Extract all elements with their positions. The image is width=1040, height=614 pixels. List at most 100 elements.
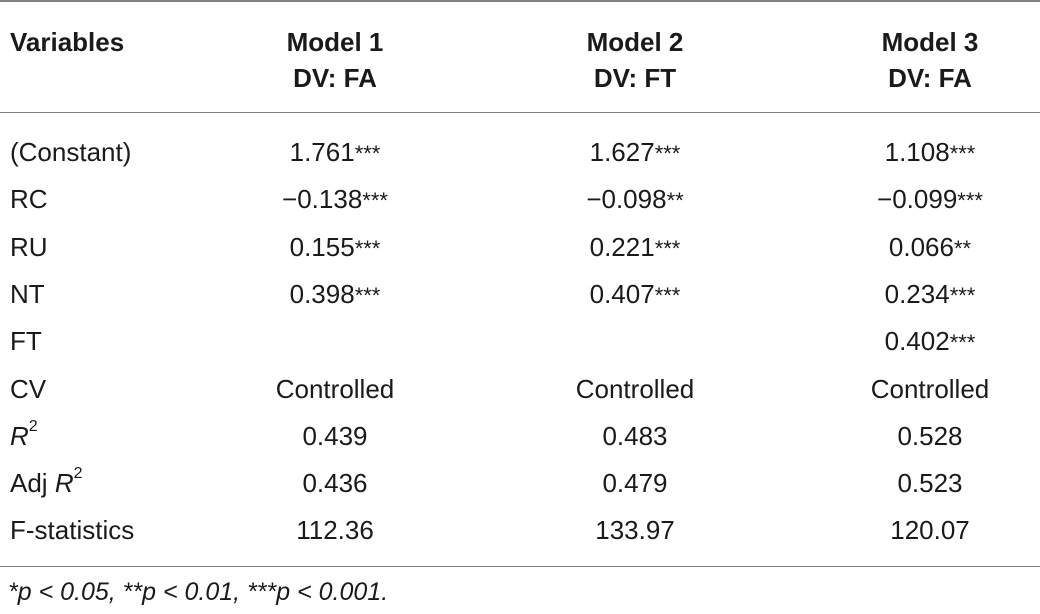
value-cell-model-1: Controlled	[225, 366, 445, 414]
coefficient: 0.221	[589, 232, 655, 262]
coefficient: 0.528	[897, 421, 963, 451]
coefficient: 1.108	[884, 137, 950, 167]
header-model-1-dv: DV: FA	[293, 63, 377, 93]
coefficient: 133.97	[595, 515, 675, 545]
value-cell-model-1: 0.155***	[225, 224, 445, 272]
row-label: FT	[10, 326, 42, 356]
coefficient: 0.155	[289, 232, 355, 262]
value-cell-model-1: 1.761***	[225, 129, 445, 177]
table-row: NT 0.398*** 0.407*** 0.234***	[0, 271, 1040, 318]
value-cell-model-3: 0.523	[820, 460, 1040, 508]
significance-stars: **	[666, 188, 684, 213]
table-row: F-statistics 112.36 133.97 120.07	[0, 507, 1040, 554]
row-label: NT	[10, 279, 45, 309]
row-label: RU	[10, 232, 48, 262]
coefficient: 0.479	[602, 468, 668, 498]
header-model-1: Model 1 DV: FA	[225, 24, 445, 96]
coefficient: Controlled	[275, 374, 395, 404]
significance-stars: ***	[354, 283, 381, 308]
significance-stars: ***	[354, 141, 381, 166]
significance-stars: ***	[654, 283, 681, 308]
table-row: FT 0.402***	[0, 318, 1040, 365]
value-cell-model-1: −0.138***	[225, 176, 445, 224]
significance-stars: ***	[949, 141, 976, 166]
row-label-prefix: Adj	[10, 468, 55, 498]
significance-stars: ***	[362, 188, 388, 213]
header-model-1-name: Model 1	[286, 27, 384, 57]
table-row: Adj R2 0.436 0.479 0.523	[0, 460, 1040, 507]
row-label: RC	[10, 184, 48, 214]
significance-stars: ***	[949, 330, 976, 355]
coefficient: 0.407	[589, 279, 655, 309]
table-row: RU 0.155*** 0.221*** 0.066**	[0, 224, 1040, 271]
coefficient: −0.098	[586, 184, 667, 214]
coefficient: 0.234	[884, 279, 950, 309]
coefficient: 0.402	[884, 326, 950, 356]
value-cell-model-3: Controlled	[820, 366, 1040, 414]
coefficient: 0.439	[302, 421, 368, 451]
value-cell-model-3: 120.07	[820, 507, 1040, 555]
value-cell-model-3: 0.066**	[820, 224, 1040, 272]
value-cell-model-2: 0.407***	[525, 271, 745, 319]
row-label-symbol: R	[54, 468, 74, 498]
coefficient: 120.07	[890, 515, 970, 545]
row-label: R2	[10, 413, 38, 460]
coefficient: −0.138	[282, 184, 363, 214]
value-cell-model-2: Controlled	[525, 366, 745, 414]
row-label-symbol: R	[10, 421, 29, 451]
table-header-rule	[0, 112, 1040, 113]
table-row: CV Controlled Controlled Controlled	[0, 366, 1040, 413]
coefficient: −0.099	[877, 184, 958, 214]
row-label: F-statistics	[10, 515, 135, 545]
value-cell-model-2: 0.479	[525, 460, 745, 508]
table-row: R2 0.439 0.483 0.528	[0, 413, 1040, 460]
header-variables: Variables	[10, 27, 125, 57]
header-model-2-dv: DV: FT	[593, 63, 677, 93]
header-model-3: Model 3 DV: FA	[820, 24, 1040, 96]
value-cell-model-2: 0.483	[525, 413, 745, 461]
table-footnote: *p < 0.05, **p < 0.01, ***p < 0.001.	[8, 578, 389, 606]
coefficient: 0.066	[888, 232, 954, 262]
significance-stars: ***	[354, 236, 381, 261]
row-label: CV	[10, 374, 47, 404]
significance-stars: ***	[949, 283, 976, 308]
row-label: Adj R2	[10, 460, 83, 507]
value-cell-model-3: −0.099***	[820, 176, 1040, 224]
value-cell-model-1: 112.36	[225, 507, 445, 555]
significance-stars: ***	[654, 236, 681, 261]
coefficient: 0.398	[289, 279, 355, 309]
significance-stars: **	[953, 236, 972, 261]
value-cell-model-2: 0.221***	[525, 224, 745, 272]
row-label-superscript: 2	[28, 418, 38, 436]
row-label-superscript: 2	[73, 465, 83, 483]
header-model-2: Model 2 DV: FT	[525, 24, 745, 96]
coefficient: 0.436	[302, 468, 368, 498]
row-label: (Constant)	[10, 137, 132, 167]
value-cell-model-3: 1.108***	[820, 129, 1040, 177]
value-cell-model-1: 0.436	[225, 460, 445, 508]
coefficient: 0.483	[602, 421, 668, 451]
coefficient: 1.627	[589, 137, 655, 167]
value-cell-model-3: 0.528	[820, 413, 1040, 461]
header-model-3-dv: DV: FA	[888, 63, 972, 93]
significance-stars: ***	[957, 188, 983, 213]
value-cell-model-1: 0.398***	[225, 271, 445, 319]
coefficient: Controlled	[870, 374, 990, 404]
header-model-3-name: Model 3	[881, 27, 979, 57]
value-cell-model-3: 0.402***	[820, 318, 1040, 366]
value-cell-model-2: 133.97	[525, 507, 745, 555]
value-cell-model-2: −0.098**	[525, 176, 745, 224]
coefficient: Controlled	[575, 374, 695, 404]
coefficient: 0.523	[897, 468, 963, 498]
coefficient: 112.36	[296, 515, 374, 545]
table-header: Variables Model 1 DV: FA Model 2 DV: FT …	[0, 0, 1040, 112]
table-bottom-rule	[0, 566, 1040, 567]
value-cell-model-2: 1.627***	[525, 129, 745, 177]
value-cell-model-3: 0.234***	[820, 271, 1040, 319]
significance-stars: ***	[654, 141, 681, 166]
value-cell-model-1: 0.439	[225, 413, 445, 461]
table-row: RC −0.138*** −0.098** −0.099***	[0, 176, 1040, 223]
coefficient: 1.761	[289, 137, 355, 167]
table-row: (Constant) 1.761*** 1.627*** 1.108***	[0, 129, 1040, 176]
table-top-rule	[0, 0, 1040, 2]
